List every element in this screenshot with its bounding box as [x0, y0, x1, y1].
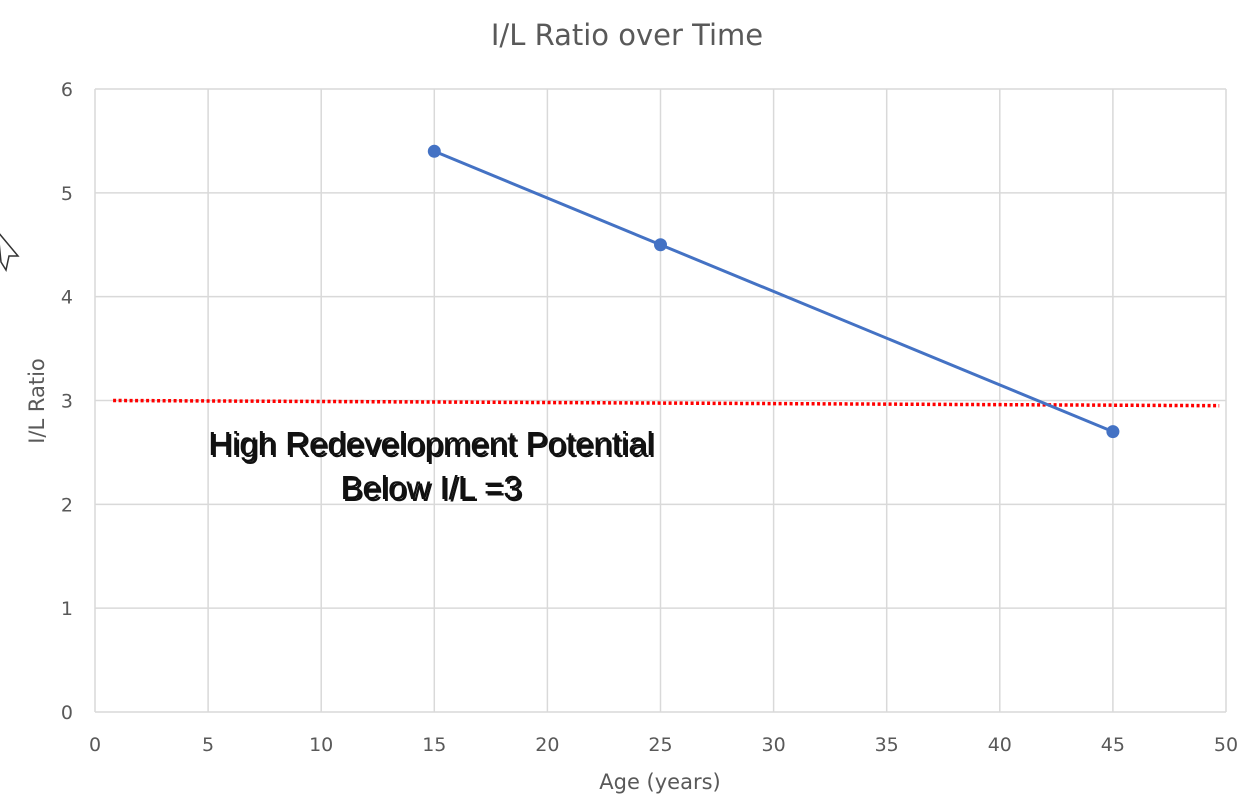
series-group: [427, 144, 1120, 439]
data-point: [654, 238, 667, 252]
y-tick-label: 1: [61, 598, 73, 620]
x-tick-label: 15: [422, 734, 446, 756]
x-tick-label: 35: [875, 734, 899, 756]
annotation-shadow: Below I/L =3: [342, 471, 523, 508]
x-tick-label: 30: [762, 734, 786, 756]
y-tick-label: 0: [61, 702, 73, 724]
annotation-shadow: High Redevelopment Potential: [210, 427, 656, 464]
y-tick-label: 4: [61, 287, 73, 309]
y-axis-ticks: 0 1 2 3 4 5 6: [61, 79, 73, 724]
x-axis-ticks: 0 5 10 15 20 25 30 35 40 45 50: [89, 734, 1238, 756]
x-tick-label: 45: [1101, 734, 1125, 756]
x-tick-label: 40: [988, 734, 1012, 756]
chart-title: I/L Ratio over Time: [491, 18, 763, 52]
x-tick-label: 25: [648, 734, 672, 756]
gridlines: [94, 88, 1227, 713]
annotation-line-2: Below I/L =3: [340, 469, 521, 506]
y-tick-label: 6: [61, 79, 73, 101]
y-tick-label: 5: [61, 183, 73, 205]
reference-line-group: [113, 398, 1220, 408]
x-tick-label: 5: [202, 734, 214, 756]
data-point: [1106, 425, 1120, 439]
y-tick-label: 3: [61, 391, 73, 413]
annotation-line-1: High Redevelopment Potential: [208, 425, 654, 462]
x-tick-label: 20: [535, 734, 559, 756]
mouse-cursor-icon: [0, 233, 20, 272]
y-axis-label: I/L Ratio: [25, 358, 49, 444]
x-tick-label: 10: [309, 734, 333, 756]
x-tick-label: 0: [89, 734, 101, 756]
x-axis-label: Age (years): [599, 770, 720, 794]
y-tick-label: 2: [61, 494, 73, 516]
reference-line: [113, 398, 1220, 408]
data-point: [427, 144, 441, 158]
x-tick-label: 50: [1214, 734, 1238, 756]
